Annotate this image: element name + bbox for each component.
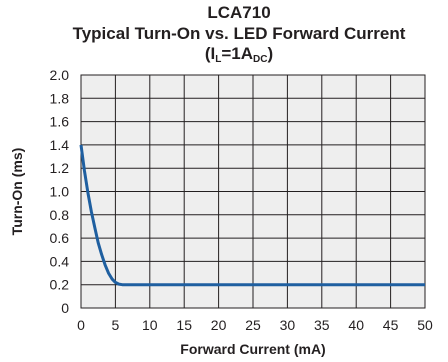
- chart-condition: (IL=1ADC): [30, 44, 448, 65]
- x-tick-label: 35: [314, 317, 330, 333]
- chart-subtitle: Typical Turn-On vs. LED Forward Current: [72, 24, 406, 43]
- y-tick-label: 1.6: [50, 114, 70, 130]
- x-tick-label: 25: [245, 317, 261, 333]
- x-tick-label: 30: [280, 317, 296, 333]
- x-tick-label: 10: [142, 317, 158, 333]
- x-tick-label: 5: [112, 317, 120, 333]
- y-tick-label: 1.0: [50, 184, 70, 200]
- y-tick-label: 1.4: [50, 137, 70, 153]
- y-axis-label: Turn-On (ms): [9, 148, 25, 236]
- y-tick-label: 0.2: [50, 277, 70, 293]
- x-tick-label: 40: [348, 317, 364, 333]
- x-axis-label: Forward Current (mA): [180, 341, 325, 357]
- series-line: [79, 144, 425, 287]
- y-tick-label: 0.6: [50, 230, 70, 246]
- condition-sub-dc: DC: [253, 54, 268, 65]
- condition-suffix: ): [267, 44, 274, 63]
- x-tick-label: 0: [77, 317, 85, 333]
- condition-sub-l: L: [215, 54, 222, 65]
- y-tick-label: 1.2: [50, 160, 70, 176]
- x-tick-label: 50: [417, 317, 433, 333]
- y-tick-label: 0: [61, 300, 69, 316]
- x-tick-label: 45: [383, 317, 399, 333]
- y-tick-label: 0.4: [50, 253, 70, 269]
- y-tick-label: 0.8: [50, 207, 70, 223]
- chart-title: LCA710: [207, 3, 271, 22]
- x-tick-labels: 0 5 10 15 20 25 30 35 40 45 50: [77, 317, 433, 333]
- x-tick-label: 20: [211, 317, 227, 333]
- y-tick-labels: 0 0.2 0.4 0.6 0.8 1.0 1.2 1.4 1.6 1.8 2.0: [50, 67, 70, 316]
- condition-prefix: (I: [204, 44, 216, 63]
- y-tick-label: 1.8: [50, 90, 70, 106]
- x-tick-label: 15: [176, 317, 192, 333]
- condition-mid: =1A: [221, 44, 254, 63]
- y-tick-label: 2.0: [50, 67, 70, 83]
